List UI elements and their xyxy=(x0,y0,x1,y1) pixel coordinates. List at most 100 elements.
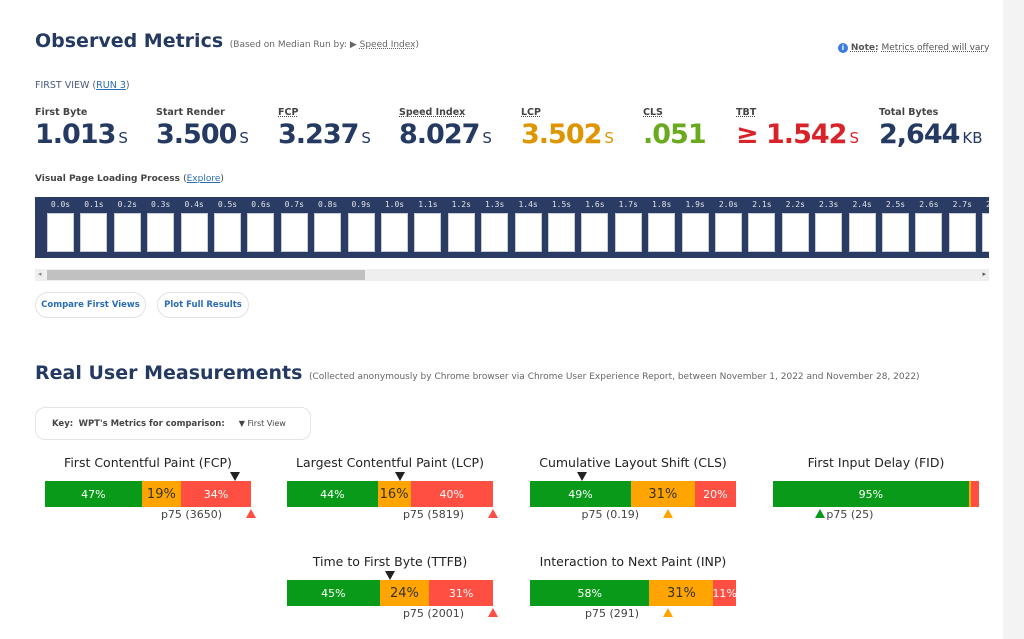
p75-marker-icon xyxy=(488,509,498,518)
frame-time: 2.6s xyxy=(919,200,939,209)
frame-time: 1.3s xyxy=(485,200,505,209)
rum-subtitle: (Collected anonymously by Chrome browser… xyxy=(309,372,920,382)
metric-number: .051 xyxy=(643,119,707,150)
filmstrip-frame[interactable] xyxy=(481,213,509,252)
filmstrip-frame[interactable] xyxy=(815,213,843,252)
filmstrip-frame[interactable] xyxy=(915,213,943,252)
metric-unit: S xyxy=(849,129,859,147)
good-pct: 58 xyxy=(577,586,592,600)
filmstrip-frame[interactable] xyxy=(214,213,241,252)
compare-first-views-button[interactable]: Compare First Views xyxy=(35,292,146,318)
scroll-left-icon[interactable]: ◂ xyxy=(38,270,42,278)
filmstrip[interactable]: 0.0s 0.1s 0.2s 0.3s 0.4s 0.5s 0.6s 0.7s 0.8s 0.9s… xyxy=(35,197,989,258)
poor-pct: 40 xyxy=(439,487,454,501)
filmstrip-frame[interactable] xyxy=(414,213,442,252)
filmstrip-frame[interactable] xyxy=(882,213,909,252)
good-pct: 49 xyxy=(568,487,583,501)
poor-pct: 20 xyxy=(703,487,718,501)
wpt-marker-icon xyxy=(385,571,395,580)
frame-time: 0.8s xyxy=(318,200,338,209)
filmstrip-frame[interactable] xyxy=(581,213,609,252)
filmstrip-frame[interactable] xyxy=(347,213,375,252)
frame-time: 1.1s xyxy=(418,200,438,209)
run-link[interactable]: RUN 3 xyxy=(96,80,126,91)
wpt-marker-icon xyxy=(395,472,406,481)
filmstrip-frame[interactable] xyxy=(548,213,575,252)
metric-value: 2,644 KB xyxy=(879,119,983,150)
filmstrip-frame[interactable] xyxy=(147,213,175,252)
p75-value: p75 (2001) xyxy=(402,607,464,620)
ni-pct: 19 xyxy=(146,486,164,502)
observed-metrics-heading: Observed Metrics (Based on Median Run by… xyxy=(35,30,419,52)
good-segment: 49% xyxy=(530,481,631,507)
crux-distribution-bar: 45% 24% 31% xyxy=(287,580,493,606)
crux-metric-title: First Contentful Paint (FCP) xyxy=(64,455,232,470)
metric-label[interactable]: FCP xyxy=(278,107,299,118)
ni-pct: 24 xyxy=(389,585,407,601)
metric-label[interactable]: CLS xyxy=(643,107,663,118)
explore-link[interactable]: Explore xyxy=(186,174,221,184)
filmstrip-frame[interactable] xyxy=(280,213,308,252)
frame-time: 1.8s xyxy=(652,200,672,209)
filmstrip-frame[interactable] xyxy=(681,213,709,252)
filmstrip-frame[interactable] xyxy=(180,213,208,252)
poor-segment: 40% xyxy=(410,481,493,507)
metric-unit: S xyxy=(361,129,371,147)
median-metric-selector[interactable]: Speed Index xyxy=(359,40,416,50)
frame-time: 1.6s xyxy=(585,200,605,209)
frame-time: 1.0s xyxy=(384,200,405,209)
metric-label[interactable]: Speed Index xyxy=(399,107,466,118)
filmstrip-frame[interactable] xyxy=(381,213,408,252)
frame-time: 0.1s xyxy=(84,200,104,209)
crux-metric-title: Interaction to Next Paint (INP) xyxy=(539,554,727,569)
frame-time: 2.0s xyxy=(718,200,739,209)
frame-time: 2.1s xyxy=(752,200,772,209)
subtitle-prefix: (Based on Median Run by: xyxy=(229,40,347,50)
filmstrip-frame[interactable] xyxy=(514,213,542,252)
filmstrip-frame[interactable] xyxy=(80,213,108,252)
frame-time: 1.5s xyxy=(551,200,572,209)
wpt-marker-icon xyxy=(229,472,240,481)
needs-improvement-segment: 19% xyxy=(141,481,181,507)
crux-distribution-bar: 58% 31% 11% xyxy=(530,580,736,606)
filmstrip-frame[interactable] xyxy=(247,213,275,252)
filmstrip-scrollbar[interactable]: ◂ ▸ xyxy=(35,269,989,281)
filmstrip-frame[interactable] xyxy=(648,213,676,252)
filmstrip-frame[interactable] xyxy=(715,213,742,252)
scrollbar-thumb[interactable] xyxy=(47,270,365,280)
needs-improvement-segment: 24% xyxy=(379,580,430,606)
frame-time: 2.5s xyxy=(885,200,906,209)
poor-segment: 11% xyxy=(713,580,736,606)
filmstrip-frame[interactable] xyxy=(314,213,342,252)
metric-label[interactable]: TBT xyxy=(736,107,757,118)
filmstrip-frame[interactable] xyxy=(982,213,989,252)
filmstrip-frame[interactable] xyxy=(447,213,475,252)
frame-time: 0.9s xyxy=(351,200,371,209)
ni-pct: 31 xyxy=(666,585,684,601)
p75-value: p75 (5819) xyxy=(402,508,464,521)
crux-metric-title: Largest Contentful Paint (LCP) xyxy=(296,455,484,470)
filmstrip-frame[interactable] xyxy=(47,213,74,252)
metric-label[interactable]: LCP xyxy=(521,107,541,118)
filmstrip-frame[interactable] xyxy=(748,213,776,252)
metric-number: 1.013 xyxy=(35,119,116,150)
filmstrip-frame[interactable] xyxy=(781,213,809,252)
filmstrip-frame[interactable] xyxy=(948,213,976,252)
filmstrip-frame[interactable] xyxy=(848,213,876,252)
metric-number: 3.500 xyxy=(156,119,237,150)
scroll-right-icon[interactable]: ▸ xyxy=(982,270,986,278)
metrics-note[interactable]: i Note: Metrics offered will vary xyxy=(838,43,989,53)
filmstrip-frame[interactable] xyxy=(614,213,642,252)
good-segment: 47% xyxy=(45,481,142,507)
plot-full-results-button[interactable]: Plot Full Results xyxy=(157,292,249,318)
wpt-marker-icon xyxy=(576,472,587,481)
frame-time: 0.3s xyxy=(151,200,171,209)
filmstrip-frame[interactable] xyxy=(113,213,141,252)
key-legend: Key: WPT's Metrics for comparison: ▼ Firs… xyxy=(35,407,311,440)
metric-value: 1.013 S xyxy=(35,119,128,150)
needs-improvement-segment: 31% xyxy=(649,580,714,606)
metric-unit: S xyxy=(239,129,249,147)
subtitle-suffix: ) xyxy=(415,40,419,50)
metric-unit: S xyxy=(118,129,128,147)
metric-number: 2,644 xyxy=(879,119,960,150)
